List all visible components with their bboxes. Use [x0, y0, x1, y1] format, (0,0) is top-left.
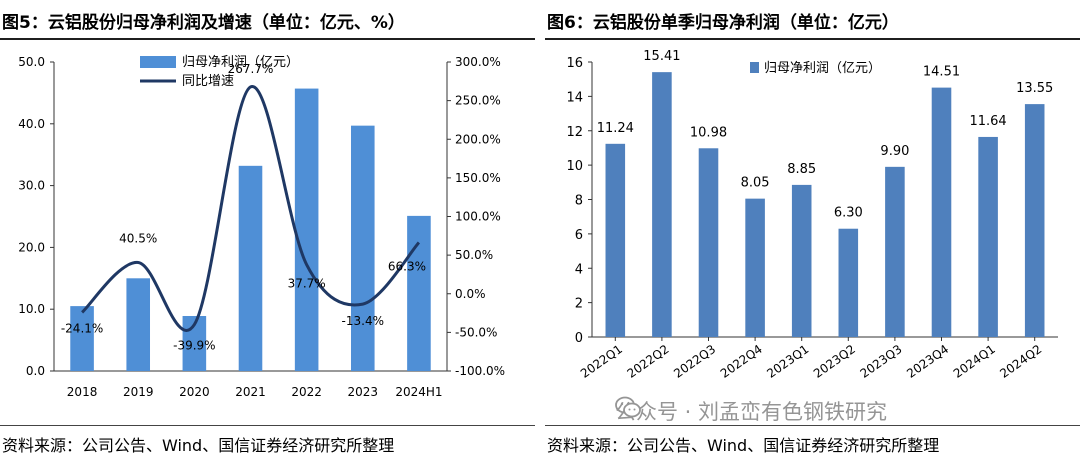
x-tick-label: 2024Q2 [997, 342, 1044, 381]
bar-data-label: 9.90 [880, 144, 909, 159]
bar [407, 215, 431, 371]
x-tick-label: 2022Q1 [578, 342, 625, 381]
y-tick-label: 14 [566, 90, 583, 105]
y-tick-label: 4 [575, 262, 583, 277]
wechat-icon [615, 396, 641, 418]
x-tick-label: 2020 [179, 385, 210, 399]
x-tick-label: 2018 [67, 385, 98, 399]
right-chart-svg: 0 2 4 6 8 10 12 14 16 11.24 15.41 10.98 8.05 8.85 6.30… [566, 49, 1058, 381]
bar [885, 166, 905, 337]
y2-tick-label: 100.0% [455, 210, 501, 224]
watermark: 公众号 · 刘孟峦有色钢铁研究 [615, 396, 887, 426]
right-chart-title: 图6：云铝股份单季归母净利润（单位：亿元） [547, 13, 899, 33]
bar-data-label: 13.55 [1016, 81, 1053, 96]
growth-data-label: 40.5% [119, 231, 157, 245]
bar [605, 143, 626, 337]
bar [70, 306, 94, 371]
x-tick-label: 2022Q4 [718, 342, 765, 381]
x-tick-label: 2022Q3 [671, 342, 718, 381]
left-chart-panel: 图5：云铝股份归母净利润及增速（单位：亿元、%） 0.0 10.0 20.0 30.0… [0, 0, 535, 459]
right-chart-panel: 图6：云铝股份单季归母净利润（单位：亿元） 0 2 4 6 8 10 12 14 16 11.24… [545, 0, 1080, 459]
y-tick-label: 30.0 [18, 179, 45, 193]
growth-data-label: -39.9% [173, 339, 215, 353]
y2-tick-label: 250.0% [455, 94, 501, 108]
bar [1024, 104, 1045, 337]
y2-tick-label: 0.0% [455, 287, 486, 301]
x-tick-label: 2024Q1 [951, 342, 998, 381]
x-tick-label: 2024H1 [395, 385, 442, 399]
bar [126, 278, 151, 371]
y-tick-label: 8 [575, 194, 583, 209]
x-tick-label: 2023Q3 [858, 342, 905, 381]
y2-tick-label: 300.0% [455, 55, 501, 69]
bar [978, 136, 998, 337]
y-tick-label: 6 [575, 228, 583, 243]
y2-tick-label: 150.0% [455, 171, 501, 185]
right-chart-source: 资料来源：公司公告、Wind、国信证券经济研究所整理 [547, 436, 940, 455]
growth-data-label: 267.7% [228, 62, 274, 76]
x-tick-label: 2019 [123, 385, 154, 399]
y-tick-label: 10.0 [18, 302, 45, 316]
legend-line-label: 同比增速 [182, 74, 234, 89]
x-tick-label: 2023Q4 [904, 342, 951, 381]
y2-tick-label: 200.0% [455, 132, 501, 146]
bar-data-label: 8.05 [741, 176, 770, 191]
x-tick-label: 2023 [348, 385, 379, 399]
left-chart-svg: 0.0 10.0 20.0 30.0 40.0 50.0 -100.0% -50.0% 0.0%… [18, 55, 505, 399]
bar [838, 228, 859, 337]
x-tick-label: 2021 [235, 385, 266, 399]
y-tick-label: 50.0 [18, 55, 45, 69]
watermark-text: 公众号 · 刘孟峦有色钢铁研究 [615, 400, 888, 424]
legend-swatch [750, 62, 759, 73]
x-tick-label: 2022Q2 [625, 342, 672, 381]
legend-bar-swatch [140, 56, 176, 68]
bar-data-label: 6.30 [834, 206, 863, 221]
x-tick-label: 2022 [291, 385, 322, 399]
y-tick-label: 2 [575, 297, 583, 312]
bar [791, 184, 812, 337]
x-tick-label: 2023Q1 [764, 342, 811, 381]
y-tick-label: 20.0 [18, 240, 45, 254]
left-title-rule [0, 38, 535, 40]
y2-tick-label: -100.0% [455, 364, 505, 378]
growth-data-label: 66.3% [388, 260, 426, 274]
right-title-rule [545, 38, 1080, 40]
bar-data-label: 14.51 [923, 65, 960, 80]
y-tick-label: 10 [566, 159, 583, 174]
legend-label: 归母净利润（亿元） [764, 61, 881, 76]
bar [350, 125, 375, 372]
left-chart-title: 图5：云铝股份归母净利润及增速（单位：亿元、%） [2, 13, 405, 33]
bar [745, 198, 765, 337]
bar [238, 165, 263, 371]
bar-data-label: 11.64 [969, 114, 1006, 129]
growth-data-label: 37.7% [288, 277, 326, 291]
bar [652, 72, 672, 337]
x-tick-label: 2023Q2 [811, 342, 858, 381]
growth-line [81, 85, 421, 332]
growth-data-label: -13.4% [342, 314, 384, 328]
bar [294, 88, 319, 371]
legend-bar-label: 归母净利润（亿元） [182, 55, 299, 70]
left-chart-source: 资料来源：公司公告、Wind、国信证券经济研究所整理 [2, 436, 395, 455]
right-source-rule [545, 425, 1080, 426]
growth-data-label: -24.1% [61, 321, 103, 335]
bar [698, 148, 719, 337]
bar-data-label: 8.85 [787, 162, 816, 177]
bar [931, 87, 952, 337]
y-tick-label: 12 [566, 125, 583, 140]
y2-tick-label: 50.0% [455, 248, 493, 262]
y-tick-label: 40.0 [18, 117, 45, 131]
y-tick-label: 16 [566, 56, 583, 71]
y2-tick-label: -50.0% [455, 325, 497, 339]
bar-data-label: 11.24 [597, 121, 634, 136]
y-tick-label: 0.0 [26, 364, 45, 378]
bar-data-label: 10.98 [690, 125, 727, 140]
left-source-rule [0, 425, 535, 426]
y-tick-label: 0 [575, 331, 583, 346]
bar-data-label: 15.41 [643, 49, 680, 64]
